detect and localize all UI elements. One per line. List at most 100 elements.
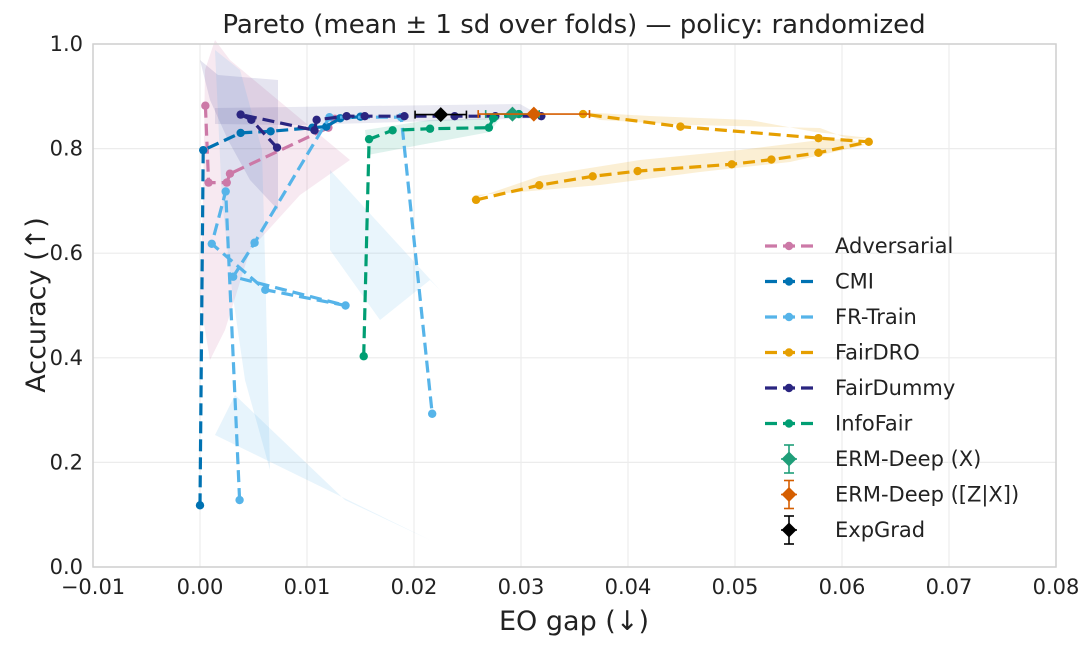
fr-train-point bbox=[228, 272, 238, 281]
adversarial-sd-band bbox=[200, 40, 350, 360]
legend-label: InfoFair bbox=[835, 412, 913, 436]
legend-label: CMI bbox=[835, 270, 874, 294]
y-tick-label: 1.0 bbox=[50, 32, 83, 56]
legend-label: ERM-Deep (X) bbox=[835, 447, 981, 471]
x-axis-label: EO gap (↓) bbox=[499, 606, 649, 637]
legend-label: FairDummy bbox=[835, 376, 955, 400]
legend-diamond bbox=[781, 451, 797, 467]
fr-train-point bbox=[207, 239, 216, 248]
fairdummy-point bbox=[247, 115, 256, 125]
fairdummy-point bbox=[360, 111, 369, 121]
y-tick-label: 0.4 bbox=[50, 346, 83, 370]
cmi-point bbox=[322, 122, 331, 131]
legend-label: FR-Train bbox=[835, 305, 917, 329]
fairdro-point bbox=[814, 133, 823, 143]
frtrain-sd-band-right bbox=[330, 170, 440, 320]
y-axis-label: Accuracy (↑) bbox=[21, 217, 52, 393]
plot-frame bbox=[92, 43, 1057, 568]
x-tick-label: 0.05 bbox=[712, 575, 759, 599]
adversarial-point bbox=[222, 178, 231, 187]
fairdro-point bbox=[864, 137, 873, 147]
legend-label: ExpGrad bbox=[835, 518, 925, 542]
legend-label: Adversarial bbox=[835, 234, 953, 258]
x-tick-label: 0.01 bbox=[284, 575, 331, 599]
fr-train-point bbox=[427, 409, 437, 418]
top-sd-band bbox=[215, 104, 545, 125]
erm-deep-z-x-marker bbox=[477, 106, 591, 122]
x-tick-label: 0.04 bbox=[605, 575, 652, 599]
y-tick-label: 0.6 bbox=[50, 241, 83, 265]
legend-diamond bbox=[781, 522, 797, 538]
cmi-point bbox=[195, 501, 205, 510]
legend-item-cmi: CMI bbox=[765, 270, 874, 294]
x-tick-label: −0.01 bbox=[61, 575, 125, 599]
legend-marker bbox=[784, 241, 794, 251]
fairdro-series bbox=[471, 109, 873, 205]
legend-item-erm-deep-x: ERM-Deep (X) bbox=[781, 444, 981, 474]
legend-item-fairdummy: FairDummy bbox=[765, 376, 955, 400]
fr-train-point bbox=[221, 187, 230, 196]
legend-marker bbox=[784, 312, 794, 322]
legend-item-fr-train: FR-Train bbox=[765, 305, 917, 329]
fairdummy-point bbox=[236, 110, 245, 119]
x-tick-label: 0.02 bbox=[391, 575, 438, 599]
fairdro-point bbox=[727, 160, 736, 169]
chart-title: Pareto (mean ± 1 sd over folds) — policy… bbox=[222, 10, 925, 40]
fairdro-point bbox=[471, 195, 481, 205]
legend-marker bbox=[784, 277, 794, 286]
x-tick-label: 0.07 bbox=[926, 575, 973, 599]
legend-marker bbox=[784, 348, 794, 357]
error-points-layer bbox=[414, 106, 591, 123]
infofair-point bbox=[484, 123, 494, 132]
legend-item-fairdro: FairDRO bbox=[765, 341, 920, 365]
cmi-point bbox=[199, 145, 208, 155]
fr-train-point bbox=[235, 495, 244, 505]
x-tick-label: 0.03 bbox=[498, 575, 545, 599]
fr-train-point bbox=[261, 285, 270, 295]
legend-label: ERM-Deep ([Z|X]) bbox=[835, 483, 1019, 508]
cmi-point bbox=[236, 128, 245, 138]
series-layer bbox=[195, 101, 873, 510]
x-tick-label: 0.06 bbox=[819, 575, 866, 599]
legend-label: FairDRO bbox=[835, 341, 920, 365]
fr-train-point bbox=[341, 301, 350, 310]
y-tick-label: 0.2 bbox=[50, 450, 83, 474]
legend-item-expgrad: ExpGrad bbox=[781, 515, 925, 545]
fairdummy-point bbox=[310, 126, 319, 135]
legend-item-infofair: InfoFair bbox=[765, 412, 913, 436]
legend: Adversarial CMI FR-Train FairDRO FairDummy In… bbox=[765, 234, 1019, 545]
y-tick-labels: 0.0 0.2 0.4 0.6 0.8 1.0 bbox=[50, 32, 83, 579]
fairdro-point bbox=[767, 155, 776, 164]
infofair-point bbox=[364, 134, 374, 144]
legend-marker bbox=[784, 419, 794, 428]
legend-item-erm-deep-z-x: ERM-Deep ([Z|X]) bbox=[781, 479, 1019, 510]
fairdro-sd-band bbox=[470, 112, 870, 200]
x-tick-labels: −0.01 0.00 0.01 0.02 0.03 0.04 0.05 0.06 0.07 0.0… bbox=[61, 575, 1080, 599]
adversarial-point bbox=[201, 101, 210, 110]
fairdro-point bbox=[534, 181, 544, 190]
fr-train-point bbox=[250, 238, 259, 247]
infofair-point bbox=[388, 126, 397, 135]
x-tick-label: 0.00 bbox=[177, 575, 224, 599]
frtrain-sd-band-lower bbox=[215, 395, 430, 540]
y-tick-label: 0.0 bbox=[50, 555, 83, 579]
erm-deep-z-x-diamond bbox=[526, 106, 542, 122]
fairdummy-point bbox=[400, 111, 409, 121]
legend-item-adversarial: Adversarial bbox=[765, 234, 953, 258]
x-tick-label: 0.08 bbox=[1033, 575, 1080, 599]
adversarial-line bbox=[203, 105, 337, 185]
cmi-point bbox=[266, 127, 275, 136]
legend-diamond bbox=[781, 487, 797, 502]
fairdummy-point bbox=[342, 111, 351, 121]
infofair-series bbox=[359, 109, 524, 361]
expgrad-diamond bbox=[433, 107, 449, 123]
infofair-point bbox=[488, 114, 498, 123]
fairdummy-point bbox=[450, 111, 459, 121]
fairdummy-point bbox=[312, 115, 321, 125]
infofair-point bbox=[425, 124, 435, 133]
adversarial-point bbox=[204, 178, 213, 187]
fairdro-point bbox=[588, 172, 597, 181]
infofair-point bbox=[359, 352, 368, 361]
